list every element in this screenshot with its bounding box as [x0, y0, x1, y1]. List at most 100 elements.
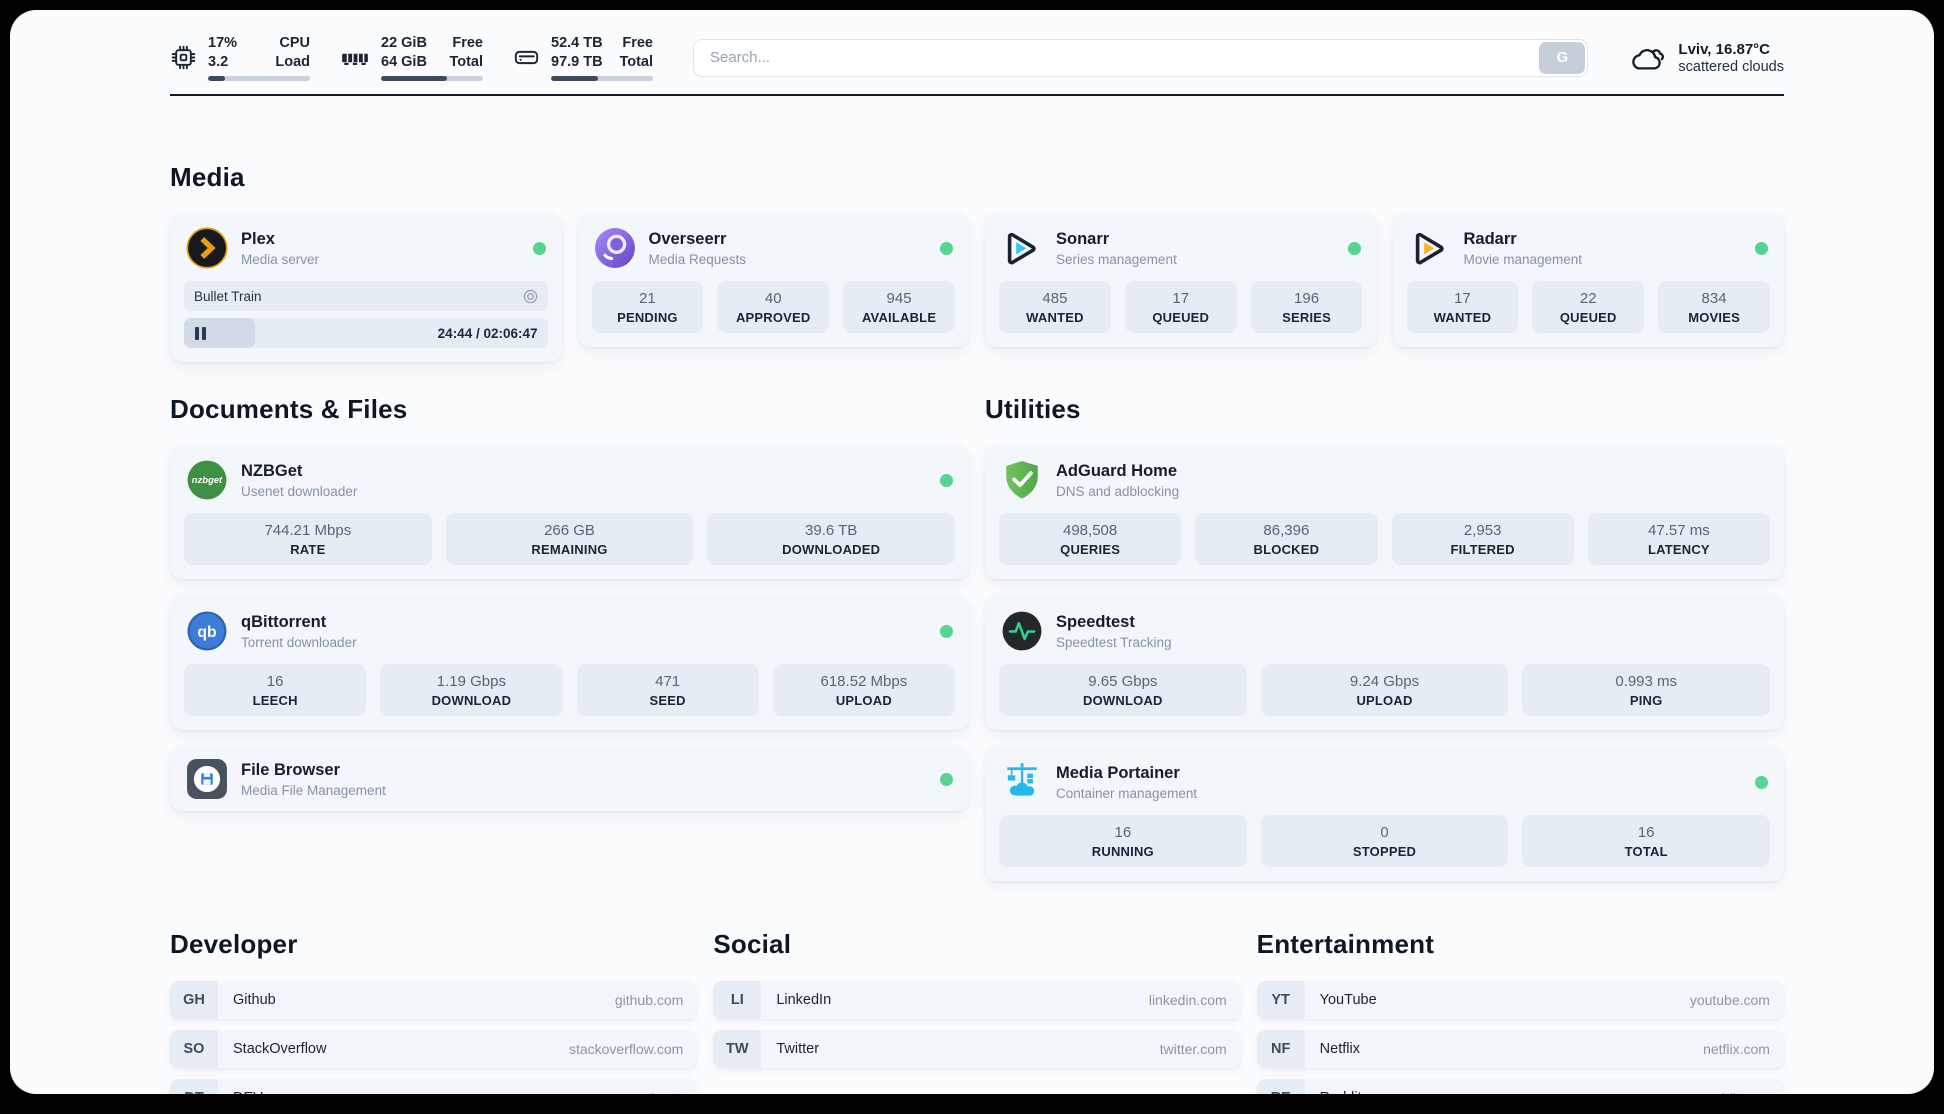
bookmark-linkedin[interactable]: LI LinkedIn linkedin.com — [713, 981, 1241, 1019]
stat-ping: 0.993 ms PING — [1522, 664, 1771, 716]
qbittorrent-icon: qb — [186, 610, 228, 652]
stat-upload: 618.52 Mbps UPLOAD — [772, 664, 955, 716]
cpu-usage-value: 17% — [208, 35, 238, 51]
plex-icon — [186, 227, 228, 269]
disc-icon[interactable] — [523, 289, 538, 304]
bookmark-abbr: RE — [1256, 1079, 1305, 1094]
app-card-overseerr[interactable]: Overseerr Media Requests 21 PENDING 40 APP… — [577, 213, 969, 347]
stat-latency: 47.57 ms LATENCY — [1587, 513, 1770, 565]
app-name: Sonarr — [1056, 230, 1110, 249]
section-title-media: Media — [170, 162, 245, 192]
disk-free-value: 52.4 TB — [551, 35, 603, 51]
bookmark-github[interactable]: GH Github github.com — [170, 981, 698, 1019]
weather-location-temp: Lviv, 16.87°C — [1678, 40, 1771, 58]
bookmark-abbr: SO — [170, 1030, 218, 1068]
stat-wanted: 485 WANTED — [999, 281, 1111, 333]
bookmark-columns: Developer GH Github github.com SO StackO… — [170, 929, 1784, 1094]
plex-now-playing: Bullet Train 24:44 / 02:06:47 — [170, 281, 562, 362]
app-name: Speedtest — [1056, 613, 1135, 632]
bookmark-name: DEV — [233, 1090, 263, 1094]
stat-leech: 16 LEECH — [184, 664, 367, 716]
app-card-adguard[interactable]: AdGuard Home DNS and adblocking 498,508 Q… — [985, 445, 1784, 579]
bookmark-name: StackOverflow — [233, 1041, 327, 1057]
bookmark-name: Twitter — [776, 1041, 820, 1057]
cpu-usage-label: CPU — [279, 35, 310, 51]
bookmark-name: LinkedIn — [776, 992, 832, 1008]
header-divider — [170, 94, 1784, 96]
stat-upload: 9.24 Gbps UPLOAD — [1260, 664, 1509, 716]
pause-button[interactable] — [195, 326, 206, 340]
app-subtitle: Torrent downloader — [241, 634, 357, 650]
app-card-plex[interactable]: Plex Media server Bullet Train 24:44 / 0… — [170, 213, 562, 362]
app-subtitle: Media server — [241, 251, 320, 267]
app-card-filebrowser[interactable]: File Browser Media File Management — [170, 747, 969, 811]
developer-column: Developer GH Github github.com SO StackO… — [170, 929, 698, 1094]
stat-series: 196 SERIES — [1250, 281, 1363, 333]
bookmark-stackoverflow[interactable]: SO StackOverflow stackoverflow.com — [170, 1030, 698, 1068]
bookmark-name: Reddit — [1320, 1090, 1362, 1094]
bookmark-abbr: TW — [713, 1030, 762, 1068]
section-title-entertainment: Entertainment — [1256, 929, 1435, 959]
bookmark-name: Netflix — [1319, 1041, 1360, 1057]
nzbget-icon: nzbget — [186, 459, 228, 501]
bookmark-twitter[interactable]: TW Twitter twitter.com — [713, 1030, 1241, 1068]
bookmark-reddit[interactable]: RE Reddit reddit.com — [1256, 1079, 1784, 1094]
stat-approved: 40 APPROVED — [717, 281, 830, 333]
bookmark-abbr: DT — [170, 1079, 218, 1094]
bookmark-dev[interactable]: DT DEV dev.to — [170, 1079, 698, 1094]
app-card-nzbget[interactable]: nzbget NZBGet Usenet downloader 744.21 M… — [170, 445, 969, 579]
app-subtitle: Container management — [1056, 785, 1198, 801]
status-indicator — [940, 473, 953, 487]
status-indicator — [1755, 241, 1768, 255]
bookmark-abbr: NF — [1256, 1030, 1305, 1068]
stat-total: 16 TOTAL — [1522, 815, 1771, 867]
now-playing-title: Bullet Train — [194, 288, 262, 304]
app-name: File Browser — [241, 761, 341, 780]
status-indicator — [1755, 775, 1768, 789]
status-indicator — [940, 772, 953, 786]
bookmark-name: Github — [233, 992, 276, 1008]
disk-progress-fill — [551, 76, 598, 81]
middle-columns: Documents & Files nzbget NZBGet Usenet d… — [170, 394, 1784, 881]
ram-free-label: Free — [452, 35, 483, 51]
app-name: Plex — [241, 230, 275, 249]
cpu-progress-bar — [208, 76, 310, 81]
app-name: Overseerr — [648, 230, 727, 249]
stat-filtered: 2,953 FILTERED — [1391, 513, 1574, 565]
bookmark-youtube[interactable]: YT YouTube youtube.com — [1256, 981, 1784, 1019]
app-card-qbittorrent[interactable]: qb qBittorrent Torrent downloader 16 LEEC… — [170, 596, 969, 730]
bookmark-url: dev.to — [646, 1090, 683, 1094]
status-indicator — [1347, 241, 1361, 255]
bookmark-url: netflix.com — [1703, 1041, 1770, 1057]
bookmark-netflix[interactable]: NF Netflix netflix.com — [1256, 1030, 1784, 1068]
app-card-portainer[interactable]: Media Portainer Container management 16 R… — [985, 747, 1784, 881]
section-title-documents: Documents & Files — [170, 394, 408, 424]
ram-metric: 22 GiB Free 64 GiB Total — [340, 34, 483, 81]
adguard-icon — [1001, 459, 1043, 501]
topbar: 17% CPU 3.2 Load 22 GiB Free 64 GiB Total — [170, 34, 1784, 81]
app-card-radarr[interactable]: Radarr Movie management 17 WANTED 22 QUEUE… — [1392, 213, 1784, 347]
playback-progress[interactable]: 24:44 / 02:06:47 — [184, 318, 548, 348]
section-title-utilities: Utilities — [985, 394, 1081, 424]
cpu-load-label: Load — [275, 54, 310, 70]
search-input[interactable] — [693, 38, 1589, 77]
social-column: Social LI LinkedIn linkedin.com TW Twitt… — [713, 929, 1241, 1068]
disk-total-label: Total — [619, 54, 653, 70]
stat-download: 1.19 Gbps DOWNLOAD — [380, 664, 563, 716]
entertainment-column: Entertainment YT YouTube youtube.com NF … — [1256, 929, 1784, 1094]
media-card-row: Plex Media server Bullet Train 24:44 / 0… — [170, 213, 1784, 362]
ram-total-label: Total — [449, 54, 483, 70]
disk-free-label: Free — [622, 35, 653, 51]
stat-queries: 498,508 QUERIES — [999, 513, 1182, 565]
app-card-sonarr[interactable]: Sonarr Series management 485 WANTED 17 QUE… — [985, 213, 1377, 347]
search-engine-button[interactable]: G — [1539, 41, 1586, 74]
disk-icon — [514, 50, 539, 65]
section-title-developer: Developer — [170, 929, 298, 959]
stat-rate: 744.21 Mbps RATE — [184, 513, 432, 565]
cpu-progress-fill — [208, 76, 226, 81]
cpu-icon — [171, 45, 196, 70]
app-name: AdGuard Home — [1056, 462, 1178, 481]
stat-download: 9.65 Gbps DOWNLOAD — [999, 664, 1247, 716]
cloud-icon — [1632, 48, 1665, 70]
app-card-speedtest[interactable]: Speedtest Speedtest Tracking 9.65 Gbps DO… — [985, 596, 1784, 730]
